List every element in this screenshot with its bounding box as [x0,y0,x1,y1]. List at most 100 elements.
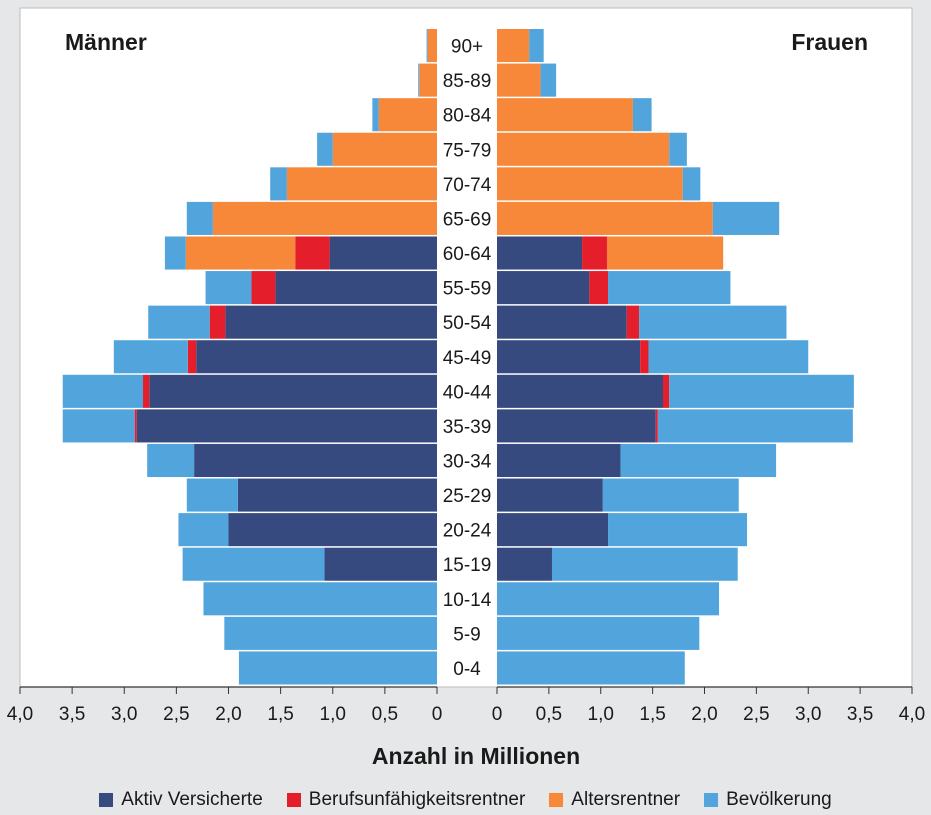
legend-label-bev: Bevölkerung [726,788,832,810]
bar-bu-female-50-54 [626,305,640,339]
bar-bev-female-10-14 [497,582,720,616]
legend-label-bu: Berufsunfähigkeitsrentner [308,788,526,810]
tick-label-right-6: 3,0 [795,704,821,725]
tick-label-left-3: 2,5 [163,704,189,725]
bar-bu-male-55-59 [251,271,276,305]
bar-bev-female-85-89 [540,63,557,97]
age-label-30-34: 30-34 [443,451,492,472]
bar-aktiv-male-45-49 [196,340,437,374]
age-label-90+: 90+ [451,37,483,58]
bar-bev-male-30-34 [147,443,195,478]
age-label-45-49: 45-49 [443,348,492,369]
age-label-35-39: 35-39 [443,417,492,438]
left-label-maenner: Männer [65,29,147,55]
bar-aktiv-female-35-39 [497,409,656,443]
legend-item-bev: Bevölkerung [704,789,832,811]
bar-bu-male-50-54 [209,305,226,339]
bar-aktiv-female-50-54 [497,305,627,339]
bar-alters-female-70-74 [497,167,683,201]
bar-aktiv-male-40-44 [149,374,437,408]
bar-bu-female-55-59 [589,271,609,305]
tick-label-right-2: 1,0 [588,704,614,725]
population-pyramid-chart: 90+ 85-89 80-84 75-79 70-74 65-69 60-64 55-59 50… [7,7,925,769]
tick-label-right-5: 2,5 [743,704,769,725]
tick-label-right-8: 4,0 [899,704,925,725]
bar-bev-male-35-39 [62,409,135,443]
legend-label-aktiv: Aktiv Versicherte [121,788,263,810]
age-label-65-69: 65-69 [443,209,492,230]
bar-aktiv-male-60-64 [329,236,437,270]
bar-alters-male-75-79 [332,132,437,166]
bar-bu-male-40-44 [143,374,150,408]
bar-bev-female-55-59 [608,271,731,305]
bar-bev-female-25-29 [602,478,739,512]
age-label-40-44: 40-44 [443,382,492,403]
age-label-0-4: 0-4 [453,659,481,680]
bar-alters-female-60-64 [606,236,724,270]
legend-label-alters: Altersrentner [571,788,681,810]
bar-bev-female-75-79 [669,132,687,166]
bar-bu-male-60-64 [295,236,330,270]
bar-alters-male-70-74 [286,167,437,201]
tick-label-left-1: 3,5 [59,704,85,725]
bar-bev-male-90+ [426,29,428,63]
age-label-70-74: 70-74 [443,175,492,196]
bar-aktiv-female-60-64 [497,236,583,270]
tick-label-right-7: 3,5 [847,704,873,725]
tick-label-left-2: 3,0 [111,704,137,725]
age-label-75-79: 75-79 [443,140,492,161]
bar-bev-male-0-4 [238,651,437,685]
bar-bev-female-5-9 [497,616,700,650]
bar-bev-male-55-59 [205,271,252,305]
bar-bev-male-75-79 [317,132,333,166]
bar-bu-female-45-49 [640,340,649,374]
legend-swatch-aktiv [99,792,114,807]
bar-bev-male-45-49 [113,340,188,374]
bar-bev-male-70-74 [270,167,287,201]
tick-label-left-5: 1,5 [267,704,293,725]
age-label-20-24: 20-24 [443,521,492,542]
bar-bev-male-80-84 [372,98,379,132]
bar-bev-male-25-29 [186,478,238,512]
tick-label-right-1: 0,5 [536,704,562,725]
bar-bu-female-35-39 [655,409,658,443]
bar-bev-female-45-49 [648,340,809,374]
age-label-50-54: 50-54 [443,313,492,334]
bar-aktiv-male-25-29 [237,478,437,512]
bar-bev-female-35-39 [657,409,853,443]
bar-bev-female-15-19 [551,547,738,581]
bar-aktiv-male-55-59 [275,271,437,305]
bar-aktiv-male-30-34 [194,443,437,478]
tick-label-left-6: 1,0 [320,704,346,725]
bar-aktiv-female-40-44 [497,374,663,408]
bar-bev-male-50-54 [148,305,210,339]
bar-alters-male-60-64 [185,236,296,270]
bar-bev-male-5-9 [224,616,437,650]
legend: Aktiv Versicherte Berufsunfähigkeitsrent… [0,784,931,815]
bar-alters-male-90+ [427,29,437,63]
bar-bu-female-40-44 [663,374,670,408]
legend-item-aktiv: Aktiv Versicherte [99,789,263,811]
bar-alters-male-65-69 [212,201,437,235]
bar-alters-female-80-84 [497,98,633,132]
legend-item-alters: Altersrentner [549,789,680,811]
bar-bev-female-40-44 [669,374,854,408]
bar-aktiv-female-55-59 [497,271,590,305]
bar-alters-female-85-89 [497,63,541,97]
age-label-85-89: 85-89 [443,71,492,92]
bar-alters-male-85-89 [419,63,437,97]
bar-aktiv-male-15-19 [324,547,437,581]
tick-label-left-4: 2,0 [215,704,241,725]
bar-bu-male-45-49 [187,340,197,374]
legend-swatch-bev [704,792,719,807]
bar-aktiv-female-25-29 [497,478,603,512]
bar-alters-male-80-84 [378,98,437,132]
legend-item-bu: Berufsunfähigkeitsrentner [286,788,526,811]
bar-aktiv-male-50-54 [225,305,437,339]
age-label-60-64: 60-64 [443,244,492,265]
tick-label-left-0: 4,0 [7,704,33,725]
age-label-15-19: 15-19 [443,555,492,576]
bar-bu-male-35-39 [134,409,137,443]
bar-bev-female-30-34 [620,443,777,478]
age-label-80-84: 80-84 [443,106,492,127]
